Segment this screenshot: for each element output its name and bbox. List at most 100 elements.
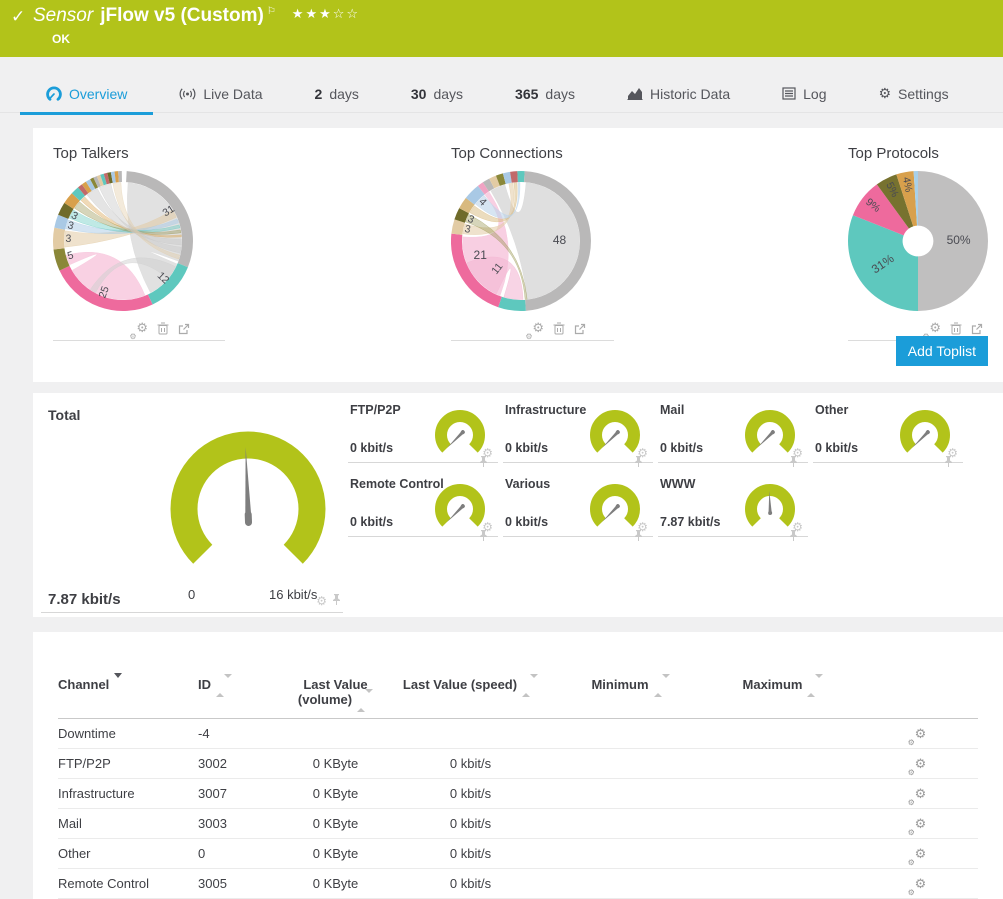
trash-icon[interactable] [157,322,169,335]
svg-text:3: 3 [464,223,472,236]
gauge-actions: ⚙ [790,520,808,541]
trash-icon[interactable] [950,322,962,335]
gauge-actions: ⚙ [635,520,653,541]
sort-desc-icon [114,673,123,694]
top-protocols-donut-chart[interactable]: 50%31%9%5%4% [848,168,988,314]
channels-table-body: Downtime -4 ⚙ ⚙ FTP/P2P 3002 0 KByte 0 kbit/s ⚙ ⚙… [58,718,978,899]
sensor-name: jFlow v5 (Custom) [100,5,264,26]
log-icon [782,87,796,100]
gauge-actions: ⚙ [480,446,498,467]
cell-last-value-speed: 0 kbit/s [388,838,553,870]
gear-icon[interactable]: ⚙ [482,520,493,534]
add-toplist-button[interactable]: Add Toplist [895,336,988,366]
total-gauge [170,431,326,564]
column-header-channel[interactable]: Channel [58,673,198,720]
external-link-icon[interactable] [971,323,983,335]
cell-id: 0 [198,838,283,870]
gauge-value: 7.87 kbit/s [660,515,721,529]
gauge-value: 7.87 kbit/s [48,591,121,608]
channel-row-mail: Mail 3003 0 KByte 0 kbit/s ⚙ ⚙ [58,808,978,840]
channels-panel: Channel ID Last Value (volume) Last Value (… [33,632,1003,899]
channel-settings-gears-icon[interactable]: ⚙ ⚙ [907,757,927,778]
gauge-actions: ⚙ [480,520,498,541]
tab-live-data[interactable]: Live Data [153,75,288,113]
gear-icon[interactable]: ⚙ [792,446,803,460]
cell-id: 3005 [198,868,283,899]
tab-overview[interactable]: Overview [20,75,154,115]
external-link-icon[interactable] [574,323,586,335]
external-link-icon[interactable] [178,323,190,335]
channel-gauge [745,410,795,453]
column-label: Channel [58,677,110,692]
pin-icon[interactable] [332,592,341,610]
tab-2-days[interactable]: 2 days [289,75,385,113]
cell-minimum [553,868,708,899]
tab-settings[interactable]: ⚙ Settings [852,75,974,113]
channel-settings-gears-icon[interactable]: ⚙ ⚙ [907,817,927,838]
channel-settings-gears-icon[interactable]: ⚙ ⚙ [907,727,927,748]
column-header-minimum[interactable]: Minimum [553,674,708,720]
priority-stars[interactable]: ★★★☆☆ [291,7,361,22]
configure-gears-icon[interactable]: ⚙⚙ [525,321,544,341]
channel-settings-gears-icon[interactable]: ⚙ ⚙ [907,847,927,868]
tab-label: days [545,85,575,102]
channel-settings-cell: ⚙ ⚙ [858,868,978,899]
gauge-label: FTP/P2P [350,403,401,417]
svg-text:50%: 50% [947,233,971,247]
gear-icon[interactable]: ⚙ [316,594,327,608]
channel-settings-cell: ⚙ ⚙ [858,748,978,780]
gauge-icon [46,86,62,102]
gauge-label: Mail [660,403,685,417]
cell-id: 3007 [198,778,283,810]
sensor-header: ✓ Sensor jFlow v5 (Custom) ⚐ ★★★☆☆ OK [0,0,1003,57]
gear-icon[interactable]: ⚙ [637,520,648,534]
channel-gauge [745,484,795,527]
channel-gauge [590,410,640,453]
cell-last-value-volume: 0 KByte [283,868,388,899]
cell-maximum [708,748,858,780]
cell-last-value-speed: 0 kbit/s [388,778,553,810]
gear-icon[interactable]: ⚙ [637,446,648,460]
tab-historic-data[interactable]: Historic Data [601,75,756,113]
channel-settings-cell: ⚙ ⚙ [858,778,978,810]
gear-icon[interactable]: ⚙ [947,446,958,460]
column-header-id[interactable]: ID [198,674,283,720]
flag-icon[interactable]: ⚐ [266,5,276,17]
tab-label: Overview [69,85,128,102]
gear-icon[interactable]: ⚙ [482,446,493,460]
tab-log[interactable]: Log [756,75,852,113]
svg-text:21: 21 [474,248,488,262]
column-header-maximum[interactable]: Maximum [708,674,858,720]
cell-last-value-speed: 0 kbit/s [388,748,553,780]
trash-icon[interactable] [553,322,565,335]
cell-channel: FTP/P2P [58,748,198,780]
tab-30-days[interactable]: 30 days [385,75,489,113]
svg-text:48: 48 [553,233,567,247]
channel-settings-gears-icon[interactable]: ⚙ ⚙ [907,787,927,808]
gear-icon[interactable]: ⚙ [792,520,803,534]
configure-gears-icon[interactable]: ⚙⚙ [129,321,148,341]
sensor-kind-label: Sensor [33,5,94,26]
configure-gears-icon[interactable]: ⚙⚙ [922,321,941,341]
toplist-actions: ⚙⚙ [53,319,225,341]
cell-last-value-volume: 0 KByte [283,838,388,870]
tab-label: days [433,85,464,102]
column-header-last-value-speed-[interactable]: Last Value (speed) [388,674,553,720]
cell-channel: Remote Control [58,868,198,899]
channel-row-remote-control: Remote Control 3005 0 KByte 0 kbit/s ⚙ ⚙ [58,868,978,899]
gauge-value: 0 kbit/s [815,441,859,455]
svg-text:3: 3 [69,209,80,222]
gauge-max-label: 16 kbit/s [269,587,318,602]
svg-text:25: 25 [96,285,111,300]
column-header-actions [858,677,978,720]
gauge-actions: ⚙ [635,446,653,467]
tab-label: days [329,85,359,102]
channel-settings-gears-icon[interactable]: ⚙ ⚙ [907,877,927,898]
channels-table: Channel ID Last Value (volume) Last Value (… [58,673,978,899]
tab-365-days[interactable]: 365 days [489,75,601,113]
column-header-last-value-volume-[interactable]: Last Value (volume) [283,677,388,720]
tab-number: 30 [410,85,427,102]
gauge-actions: ⚙ [945,446,963,467]
